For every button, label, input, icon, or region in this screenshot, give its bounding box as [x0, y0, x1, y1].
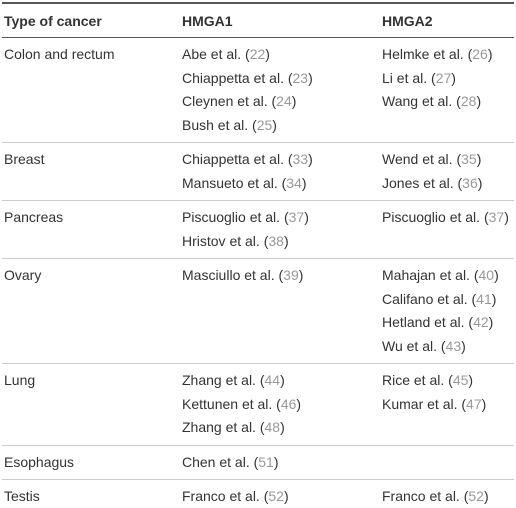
- hmga1-cell: Franco et al. (52): [180, 479, 380, 508]
- cancer-type: Lung: [2, 363, 180, 446]
- citation: Mahajan et al. (40): [382, 267, 499, 283]
- citation: Chen et al. (51): [182, 453, 279, 470]
- hmga1-cell: Chen et al. (51): [180, 445, 380, 480]
- hmga1-cell: Chiappetta et al. (33) Mansueto et al. (3…: [180, 142, 380, 201]
- citation: Li et al. (27): [382, 69, 456, 86]
- citation: Masciullo et al. (39): [182, 267, 304, 283]
- citation: Zhang et al. (48): [182, 419, 285, 435]
- citation: Kumar et al. (47): [382, 395, 487, 412]
- header-cell: HMGA2: [380, 2, 514, 38]
- citation: Hetland et al. (42): [382, 314, 494, 330]
- header-cell: Type of cancer: [2, 2, 180, 38]
- table-row: Lung Zhang et al. (44) Kettunen et al. (46…: [2, 363, 514, 446]
- cancer-type: Pancreas: [2, 200, 180, 259]
- table-row: Testis Franco et al. (52) Franco et al. (5…: [2, 479, 514, 508]
- hmga1-cell: Abe et al. (22) Chiappetta et al. (23) Cle…: [180, 37, 380, 143]
- citation: Jones et al. (36): [382, 174, 483, 191]
- table-row: Pancreas Piscuoglio et al. (37) Hristov et…: [2, 200, 514, 259]
- table-row: Colon and rectum Abe et al. (22) Chiappett…: [2, 37, 514, 143]
- citation: Chiappetta et al. (23): [182, 69, 313, 86]
- citation: Hristov et al. (38): [182, 232, 289, 249]
- table-row: Ovary Masciullo et al. (39) Mahajan et al.…: [2, 258, 514, 364]
- citation: Zhang et al. (44): [182, 372, 285, 388]
- header-row: Type of cancer HMGA1 HMGA2: [2, 2, 514, 38]
- citation: Wend et al. (35): [382, 151, 482, 167]
- citation: Franco et al. (52): [182, 488, 289, 504]
- cancer-type: Breast: [2, 142, 180, 201]
- citation: Bush et al. (25): [182, 116, 277, 133]
- citation: Kettunen et al. (46): [182, 395, 302, 412]
- cancer-type: Esophagus: [2, 445, 180, 480]
- citation: Cleynen et al. (24): [182, 93, 297, 109]
- hmga2-cell: Helmke et al. (26) Li et al. (27) Wang et …: [380, 37, 514, 143]
- hmga2-cell: Wend et al. (35) Jones et al. (36): [380, 142, 514, 201]
- hmga1-cell: Piscuoglio et al. (37) Hristov et al. (38…: [180, 200, 380, 259]
- table-row: Esophagus Chen et al. (51): [2, 445, 514, 480]
- citation: Abe et al. (22): [182, 46, 270, 62]
- hmga1-cell: Masciullo et al. (39): [180, 258, 380, 364]
- hmga2-cell: Rice et al. (45) Kumar et al. (47): [380, 363, 514, 446]
- hmga2-cell: Piscuoglio et al. (37): [380, 200, 514, 259]
- citation: Rice et al. (45): [382, 372, 474, 388]
- table-row: Breast Chiappetta et al. (33) Mansueto et …: [2, 142, 514, 201]
- citation: Wang et al. (28): [382, 93, 482, 109]
- hmga2-cell: Franco et al. (52): [380, 479, 514, 508]
- cancer-type: Testis: [2, 479, 180, 508]
- citation: Franco et al. (52): [382, 488, 489, 504]
- citation: Piscuoglio et al. (37): [182, 209, 309, 225]
- cancer-type: Ovary: [2, 258, 180, 364]
- citation: Califano et al. (41): [382, 290, 497, 307]
- header-cell: HMGA1: [180, 2, 380, 38]
- citation: Helmke et al. (26): [382, 46, 493, 62]
- cancer-type: Colon and rectum: [2, 37, 180, 143]
- citation: Piscuoglio et al. (37): [382, 209, 509, 225]
- citation: Mansueto et al. (34): [182, 174, 307, 191]
- hmga2-cell: [380, 445, 514, 480]
- hmga1-cell: Zhang et al. (44) Kettunen et al. (46) Zha…: [180, 363, 380, 446]
- table-body: Colon and rectum Abe et al. (22) Chiappett…: [2, 37, 514, 508]
- citation: Chiappetta et al. (33): [182, 151, 313, 167]
- citation: Wu et al. (43): [382, 337, 466, 354]
- hmga2-cell: Mahajan et al. (40) Califano et al. (41) H…: [380, 258, 514, 364]
